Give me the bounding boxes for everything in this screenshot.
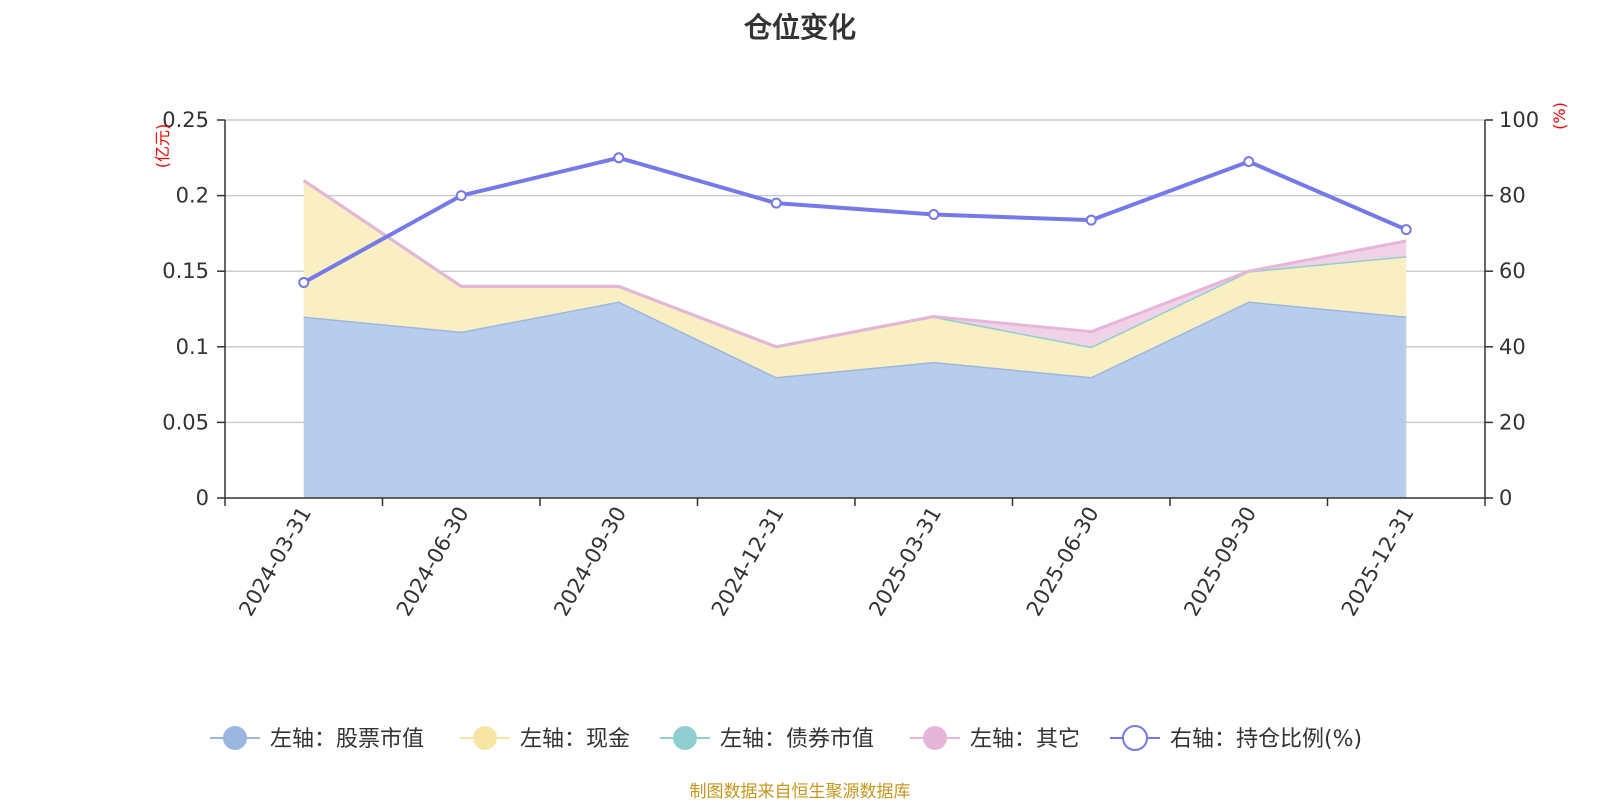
- legend-item[interactable]: 左轴：债券市值: [660, 726, 874, 752]
- legend-marker: [673, 726, 697, 750]
- x-tick-label: 2024-06-30: [392, 503, 474, 621]
- y-right-unit: (%): [1550, 102, 1569, 130]
- y-right-tick-label: 80: [1499, 184, 1526, 208]
- legend-item[interactable]: 左轴：其它: [910, 726, 1080, 752]
- legend-label: 左轴：其它: [970, 727, 1080, 752]
- area-edge-左轴：其它: [302, 179, 1407, 349]
- legend-item[interactable]: 左轴：现金: [460, 726, 630, 752]
- y-left-tick-label: 0.2: [176, 184, 209, 208]
- legend-label: 右轴：持仓比例(%): [1170, 727, 1362, 752]
- chart-title: 仓位变化: [743, 11, 856, 44]
- line-point: [613, 152, 625, 164]
- x-tick-label: 2025-09-30: [1179, 503, 1261, 621]
- legend-marker: [473, 726, 497, 750]
- legend-label: 左轴：现金: [520, 727, 630, 752]
- line-point: [1243, 156, 1255, 168]
- area-左轴：股票市值: [303, 301, 1407, 498]
- y-right-tick-label: 0: [1499, 486, 1512, 510]
- y-left-tick-label: 0: [196, 486, 209, 510]
- holding-ratio-line: [298, 152, 1412, 289]
- y-left-unit: (亿元): [153, 124, 172, 169]
- line-point: [770, 197, 782, 209]
- legend-label: 左轴：股票市值: [270, 727, 424, 752]
- legend-item[interactable]: 右轴：持仓比例(%): [1110, 725, 1362, 752]
- legend-item[interactable]: 左轴：股票市值: [210, 726, 424, 752]
- source-note: 制图数据来自恒生聚源数据库: [689, 782, 911, 802]
- x-tick-label: 2025-12-31: [1337, 503, 1419, 621]
- line-path: [302, 155, 1408, 285]
- y-right-tick-label: 40: [1499, 335, 1526, 359]
- legend-marker: [223, 726, 247, 750]
- x-tick-label: 2024-03-31: [234, 503, 316, 621]
- legend-label: 左轴：债券市值: [720, 727, 874, 752]
- y-left-tick-label: 0.25: [162, 108, 209, 132]
- line-point: [928, 209, 940, 220]
- y-right-tick-label: 20: [1499, 410, 1526, 434]
- legend-marker: [1122, 725, 1148, 751]
- x-tick-label: 2025-06-30: [1022, 503, 1104, 621]
- x-tick-label: 2025-03-31: [864, 503, 946, 621]
- y-right-tick-label: 60: [1499, 259, 1526, 283]
- line-point: [1085, 214, 1097, 226]
- y-left-tick-label: 0.05: [162, 410, 209, 434]
- legend-marker: [923, 726, 947, 750]
- x-tick-label: 2024-12-31: [707, 503, 789, 621]
- line-point: [1400, 224, 1412, 236]
- stacked-areas: [302, 179, 1407, 498]
- legend[interactable]: 左轴：股票市值 左轴：现金 左轴：债券市值 左轴：其它 右轴：持仓比例(%): [210, 725, 1362, 752]
- x-tick-label: 2024-09-30: [549, 503, 631, 621]
- line-point: [455, 190, 467, 202]
- line-point: [298, 277, 310, 289]
- y-left-tick-label: 0.1: [176, 335, 209, 359]
- y-right-tick-label: 100: [1499, 108, 1539, 132]
- y-left-tick-label: 0.15: [162, 259, 209, 283]
